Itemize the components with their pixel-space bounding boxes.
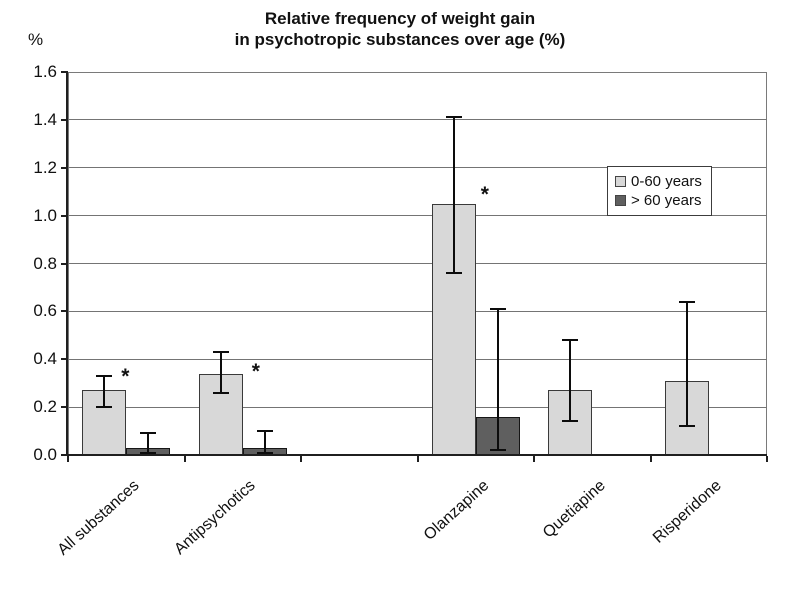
error-bar-line [496, 308, 499, 451]
legend: 0-60 years > 60 years [607, 166, 712, 216]
error-bar-cap [489, 449, 506, 452]
error-bar-cap [140, 451, 157, 454]
error-bar-cap [445, 116, 462, 119]
error-bar-cap [96, 375, 113, 377]
y-tick-mark [61, 118, 68, 121]
error-bar-cap [140, 432, 157, 435]
significance-asterisk: * [251, 359, 260, 383]
x-category-label: All substances [54, 477, 143, 559]
gridline [68, 167, 767, 169]
x-category-label: Quetiapine [539, 477, 609, 542]
error-bar-cap [212, 391, 229, 394]
y-tick-mark [61, 71, 68, 73]
error-bar-cap [678, 425, 695, 428]
x-axis-line [66, 454, 767, 456]
y-tick-label: 1.2 [33, 157, 57, 177]
error-bar-line [103, 376, 106, 408]
x-category-label: Antipsychotics [171, 477, 260, 559]
significance-asterisk: * [480, 182, 489, 206]
error-bar-cap [562, 420, 579, 423]
y-tick-mark [61, 406, 68, 409]
y-tick-label: 0.8 [33, 253, 57, 273]
error-bar-line [147, 433, 150, 453]
chart-title-line1: Relative frequency of weight gain [264, 9, 536, 28]
y-tick-label: 0.2 [33, 397, 57, 417]
y-tick-mark [61, 214, 68, 217]
y-tick-label: 1.0 [33, 205, 57, 225]
y-tick-label: 0.4 [33, 349, 57, 369]
legend-item-young: 0-60 years [615, 172, 702, 191]
x-tick-mark [300, 456, 302, 462]
y-tick-label: 0.6 [33, 301, 57, 321]
error-bar-line [263, 431, 266, 453]
gridline [68, 119, 767, 121]
y-axis-unit-label: % [28, 30, 44, 49]
gridline [68, 406, 767, 408]
gridline [68, 215, 767, 217]
error-bar-cap [678, 300, 695, 303]
x-tick-mark [766, 456, 768, 462]
error-bar-line [219, 352, 222, 393]
error-bar-line [685, 301, 688, 427]
error-bar-line [569, 340, 572, 422]
y-tick-mark [61, 358, 68, 361]
x-tick-mark [416, 456, 419, 462]
error-bar-line [452, 117, 455, 274]
legend-swatch-light-icon [615, 176, 626, 187]
error-bar-cap [212, 351, 229, 354]
error-bar-cap [562, 339, 579, 342]
x-tick-mark [649, 456, 652, 462]
legend-label-old: > 60 years [631, 192, 702, 209]
y-tick-mark [61, 166, 68, 169]
x-tick-mark [533, 456, 535, 462]
legend-item-old: > 60 years [615, 191, 702, 210]
significance-asterisk: * [121, 364, 130, 388]
y-tick-mark [61, 262, 68, 265]
gridline [68, 263, 767, 264]
y-tick-label: 0.0 [33, 445, 57, 464]
x-category-label: Risperidone [650, 477, 726, 547]
chart-title: Relative frequency of weight gain in psy… [40, 8, 760, 50]
y-tick-mark [61, 454, 68, 456]
gridline [68, 310, 767, 312]
error-bar-cap [96, 406, 113, 409]
legend-swatch-dark-icon [615, 195, 626, 206]
error-bar-cap [445, 272, 462, 275]
x-tick-mark [67, 456, 69, 462]
y-tick-mark [61, 310, 68, 313]
error-bar-cap [256, 430, 273, 433]
y-tick-label: 1.4 [33, 109, 57, 129]
error-bar-cap [489, 307, 506, 310]
error-bar-cap [256, 451, 273, 454]
legend-label-young: 0-60 years [631, 173, 702, 190]
x-category-label: Olanzapine [420, 477, 493, 544]
gridline [68, 358, 767, 360]
chart-title-line2: in psychotropic substances over age (%) [234, 30, 566, 49]
y-tick-label: 1.6 [33, 62, 57, 81]
x-tick-mark [183, 456, 186, 462]
